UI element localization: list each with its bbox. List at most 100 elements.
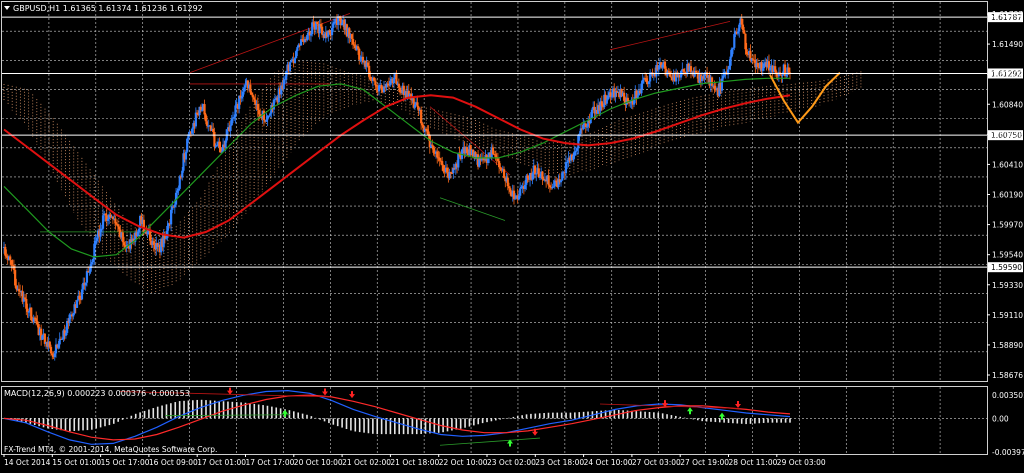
candle-body xyxy=(505,177,508,182)
candle-body xyxy=(281,85,284,90)
candle-body xyxy=(46,341,49,347)
candle-body xyxy=(82,282,85,290)
candle-body xyxy=(160,238,163,253)
candle-body xyxy=(100,228,103,230)
candle-body xyxy=(587,120,590,127)
candle-body xyxy=(519,188,522,196)
candle-body xyxy=(431,144,434,146)
candle-body xyxy=(593,106,596,114)
candle-body xyxy=(759,62,762,69)
candle-body xyxy=(226,127,230,130)
candle-body xyxy=(385,83,388,88)
candle-body xyxy=(339,17,342,26)
candle-body xyxy=(536,168,539,174)
candle-body xyxy=(567,157,570,163)
candle-body xyxy=(306,34,309,41)
candle-body xyxy=(656,65,659,70)
candle-body xyxy=(363,60,366,63)
candle-body xyxy=(390,78,393,81)
candle-body xyxy=(634,90,637,100)
candle-body xyxy=(12,265,16,271)
candle-body xyxy=(485,154,488,164)
candle-body xyxy=(753,59,756,61)
macd-axis: 0.003501 0.00 -0.003979 xyxy=(992,391,1024,457)
candle-body xyxy=(173,204,176,208)
candle-body xyxy=(455,163,459,168)
candle-body xyxy=(282,80,285,90)
macd-divergence-line xyxy=(439,437,541,446)
candle-body xyxy=(600,101,603,107)
candle-body xyxy=(506,177,509,187)
candle-body xyxy=(564,162,568,174)
candle-body xyxy=(743,30,746,34)
candle-body xyxy=(657,65,660,70)
triangle-down-icon[interactable] xyxy=(4,6,10,10)
candle-body xyxy=(403,91,407,96)
candle-body xyxy=(109,214,112,218)
candle-body xyxy=(771,65,774,72)
candle-body xyxy=(213,132,216,147)
candle-body xyxy=(606,95,610,100)
candle-body xyxy=(697,73,700,83)
candle-body xyxy=(401,85,404,94)
level-price-label: 1.59590 xyxy=(991,263,1022,272)
candle-body xyxy=(327,30,330,37)
candle-body xyxy=(360,56,363,60)
candle-body xyxy=(441,161,444,166)
candle-body xyxy=(265,119,268,122)
candle-body xyxy=(530,173,533,180)
candle-body xyxy=(9,256,12,261)
candle-body xyxy=(210,128,214,131)
price-tick-label: 1.59970 xyxy=(992,221,1023,230)
candle-body xyxy=(522,186,525,189)
horizontal-levels[interactable]: 1.61787 1.61292 1.60750 1.59590 xyxy=(2,12,1023,273)
candle-body xyxy=(535,173,538,175)
candle-body xyxy=(22,297,25,302)
candle-body xyxy=(191,128,194,134)
candle-body xyxy=(23,297,27,299)
candle-body xyxy=(655,65,658,77)
candle-body xyxy=(468,145,471,156)
candle-body xyxy=(537,168,540,177)
candle-body xyxy=(251,94,254,98)
time-tick-label: 23 Oct 18:00 xyxy=(535,458,584,467)
level-price-box xyxy=(988,12,1023,23)
candle-body xyxy=(335,18,339,25)
candle-body xyxy=(127,245,131,249)
candle-body xyxy=(231,117,235,119)
candle-body xyxy=(476,154,480,167)
macd-indicator xyxy=(3,387,791,447)
candle-body xyxy=(243,87,246,92)
candle-body xyxy=(650,72,653,74)
candle-body xyxy=(386,83,389,85)
candle-body xyxy=(447,172,450,179)
time-tick-label: 27 Oct 19:00 xyxy=(680,458,729,467)
candle-body xyxy=(381,89,384,93)
candle-body xyxy=(334,18,337,22)
candle-body xyxy=(615,90,618,93)
candle-body xyxy=(568,157,571,161)
candle-body xyxy=(74,304,77,308)
candle-body xyxy=(727,69,730,75)
candle-body xyxy=(333,21,336,24)
candle-body xyxy=(703,72,706,79)
candle-body xyxy=(442,165,445,172)
candle-body xyxy=(287,64,290,72)
candle-body xyxy=(416,102,419,107)
candle-body xyxy=(559,180,563,183)
candle-body xyxy=(692,71,695,77)
candle-body xyxy=(155,243,158,250)
candle-body xyxy=(303,38,306,42)
candle-body xyxy=(256,104,259,111)
candle-body xyxy=(374,80,377,86)
price-tick-label: 1.59330 xyxy=(992,281,1023,290)
candle-body xyxy=(531,173,534,180)
candle-body xyxy=(507,186,511,189)
copyright-text: FX-Trend MT4, © 2001-2014, MetaQuotes So… xyxy=(4,445,217,454)
signal-line xyxy=(3,394,791,441)
candle-body xyxy=(582,125,585,130)
candle-body xyxy=(84,282,87,286)
candle-body xyxy=(212,128,215,133)
